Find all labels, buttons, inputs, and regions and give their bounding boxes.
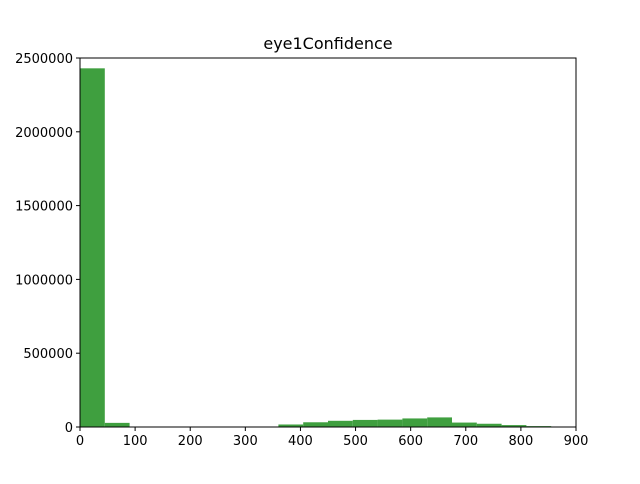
y-tick-label: 0	[65, 421, 73, 436]
histogram-bar-15	[452, 423, 477, 427]
y-tick-label: 500000	[23, 347, 73, 362]
y-tick-label: 1000000	[15, 273, 73, 288]
x-tick-label: 400	[288, 434, 313, 449]
x-tick-label: 300	[233, 434, 258, 449]
y-tick-label: 1500000	[15, 200, 73, 215]
x-tick-label: 900	[564, 434, 589, 449]
y-tick-label: 2000000	[15, 126, 73, 141]
x-tick-label: 100	[123, 434, 148, 449]
x-axis: 0 100 200 300 400 500 600 700 800 900	[76, 427, 589, 449]
histogram-bar-1	[105, 423, 130, 427]
x-tick-label: 600	[398, 434, 423, 449]
histogram-bar-10	[328, 421, 353, 427]
histogram-bar-9	[303, 422, 328, 427]
x-tick-label: 700	[453, 434, 478, 449]
x-tick-label: 0	[76, 434, 84, 449]
histogram-bar-12	[378, 420, 403, 427]
plot-frame	[80, 58, 576, 427]
y-axis: 0 500000 1000000 1500000 2000000 2500000	[15, 52, 80, 436]
histogram-bar-11	[353, 420, 378, 427]
x-tick-label: 500	[343, 434, 368, 449]
histogram-bar-13	[402, 418, 427, 427]
x-tick-label: 800	[508, 434, 533, 449]
histogram-bar-14	[427, 417, 452, 427]
histogram-bar-0	[80, 68, 105, 427]
y-tick-label: 2500000	[15, 52, 73, 67]
bars	[80, 68, 551, 427]
chart-title: eye1Confidence	[263, 34, 392, 53]
x-tick-label: 200	[178, 434, 203, 449]
